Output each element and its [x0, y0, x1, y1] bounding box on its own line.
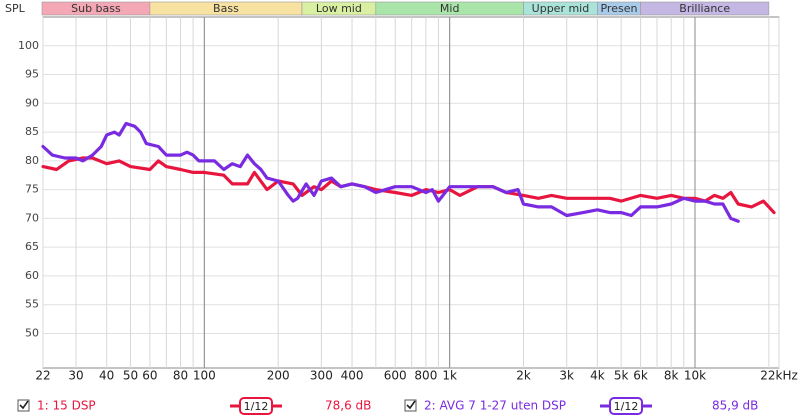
y-axis-label: SPL: [5, 2, 26, 15]
x-tick-label: 10k: [684, 369, 706, 383]
y-tick-label: 75: [25, 183, 39, 196]
y-tick-label: 80: [25, 154, 39, 167]
y-tick-label: 90: [25, 96, 39, 109]
y-tick-label: 55: [25, 298, 39, 311]
x-tick-label: 30: [68, 369, 83, 383]
smoothing-box: [609, 397, 643, 415]
legend-label: 1: 15 DSP: [37, 399, 96, 413]
series-line: [41, 156, 776, 215]
y-tick-label: 60: [25, 269, 39, 282]
smoothing-label: 1/12: [614, 400, 639, 413]
y-tick-label: 100: [18, 39, 39, 52]
x-tick-label: 2k: [516, 369, 531, 383]
x-tick-label: 40: [99, 369, 114, 383]
y-tick-label: 65: [25, 240, 39, 253]
x-tick-label: 300: [310, 369, 333, 383]
checkbox[interactable]: [17, 399, 30, 412]
x-tick-label: 100: [193, 369, 216, 383]
x-tick-label: 22kHz: [760, 369, 798, 383]
x-tick-label: 22: [35, 369, 50, 383]
smoothing-box: [239, 397, 273, 415]
band-label: Sub bass: [71, 2, 121, 15]
band-label: Low mid: [316, 2, 362, 15]
x-tick-label: 4k: [590, 369, 605, 383]
band-label: Upper mid: [532, 2, 590, 15]
x-tick-label: 80: [173, 369, 188, 383]
band-label: Mid: [440, 2, 460, 15]
y-tick-label: 85: [25, 125, 39, 138]
x-tick-label: 6k: [633, 369, 648, 383]
x-tick-label: 800: [414, 369, 437, 383]
band-label: Brilliance: [679, 2, 730, 15]
band: [640, 1, 770, 16]
x-tick-label: 5k: [614, 369, 629, 383]
band-label: Bass: [213, 2, 239, 15]
band-label: Presen: [600, 2, 637, 15]
x-tick-label: 600: [384, 369, 407, 383]
x-tick-label: 1k: [442, 369, 457, 383]
x-tick-label: 400: [341, 369, 364, 383]
x-tick-label: 50: [123, 369, 138, 383]
smoothing-label: 1/12: [244, 400, 269, 413]
x-tick-label: 8k: [664, 369, 679, 383]
legend-level: 85,9 dB: [712, 399, 758, 413]
legend-label: 2: AVG 7 1-27 uten DSP: [424, 399, 566, 413]
checkbox[interactable]: [404, 399, 417, 412]
x-tick-label: 3k: [559, 369, 574, 383]
plot-area: [42, 16, 780, 369]
y-tick-label: 50: [25, 326, 39, 339]
x-tick-label: 60: [142, 369, 157, 383]
y-tick-label: 95: [25, 68, 39, 81]
legend-level: 78,6 dB: [325, 399, 371, 413]
y-tick-label: 70: [25, 211, 39, 224]
series-line: [41, 121, 740, 223]
x-tick-label: 200: [267, 369, 290, 383]
